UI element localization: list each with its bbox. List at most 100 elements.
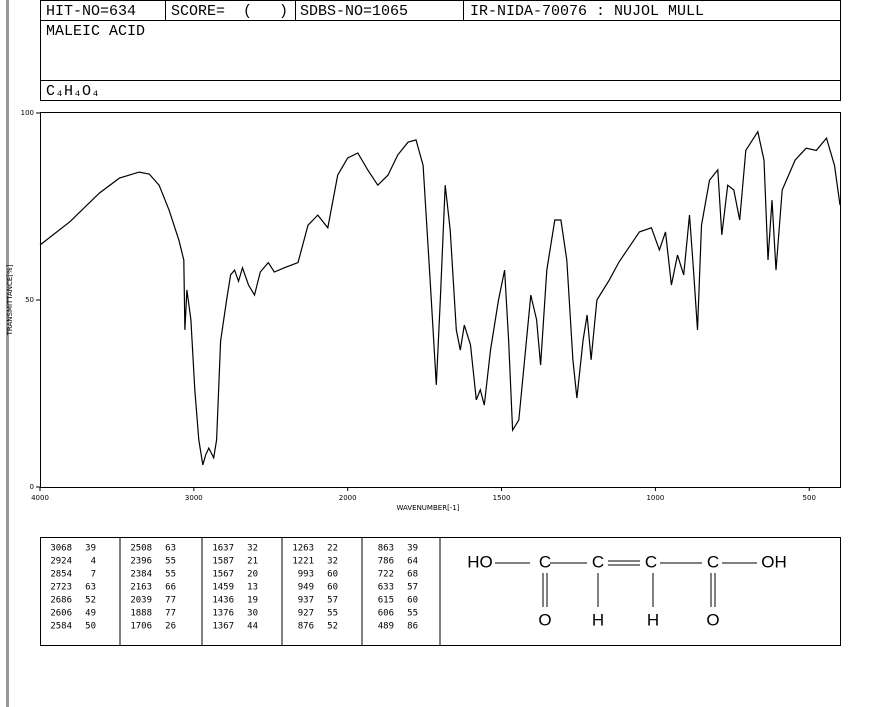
plot-frame — [40, 112, 841, 488]
peak-transmittance: 44 — [247, 622, 258, 632]
peak-wavenumber: 1376 — [212, 609, 234, 619]
atom-label: O — [706, 610, 719, 629]
spectrum-line — [39, 130, 841, 466]
peak-wavenumber: 993 — [298, 570, 314, 580]
hit-no: HIT-NO=634 — [46, 3, 136, 20]
y-tick-label: 50 — [25, 296, 34, 304]
y-tick-label: 0 — [30, 483, 34, 491]
peak-transmittance: 39 — [85, 544, 96, 554]
peak-transmittance: 57 — [407, 583, 418, 593]
peak-transmittance: 52 — [327, 622, 338, 632]
peak-wavenumber: 1706 — [130, 622, 152, 632]
peak-transmittance: 66 — [165, 583, 176, 593]
method: IR-NIDA-70076 : NUJOL MULL — [470, 3, 704, 20]
peak-transmittance: 4 — [91, 557, 96, 567]
peak-transmittance: 26 — [165, 622, 176, 632]
peak-wavenumber: 2039 — [130, 596, 152, 606]
atom-label: H — [592, 610, 604, 629]
structure — [495, 560, 757, 607]
peak-wavenumber: 2508 — [130, 544, 152, 554]
peak-wavenumber: 615 — [378, 596, 394, 606]
peak-transmittance: 22 — [327, 544, 338, 554]
score: SCORE= ( ) — [171, 3, 288, 20]
peak-transmittance: 55 — [327, 609, 338, 619]
peak-wavenumber: 2384 — [130, 570, 152, 580]
peak-transmittance: 63 — [165, 544, 176, 554]
x-tick-label: 1500 — [493, 494, 511, 502]
peak-wavenumber: 2854 — [50, 570, 72, 580]
x-tick-label: 3000 — [185, 494, 203, 502]
peak-transmittance: 13 — [247, 583, 258, 593]
peak-transmittance: 20 — [247, 570, 258, 580]
header: HIT-NO=634 SCORE= ( ) SDBS-NO=1065 IR-NI… — [40, 0, 841, 101]
peak-transmittance: 63 — [85, 583, 96, 593]
formula: C₄H₄O₄ — [46, 83, 100, 100]
peak-wavenumber: 2686 — [50, 596, 72, 606]
compound-name: MALEIC ACID — [46, 23, 145, 40]
peak-transmittance: 86 — [407, 622, 418, 632]
peak-transmittance: 60 — [407, 596, 418, 606]
peak-transmittance: 55 — [407, 609, 418, 619]
peak-wavenumber: 937 — [298, 596, 314, 606]
peak-transmittance: 21 — [247, 557, 258, 567]
peak-wavenumber: 606 — [378, 609, 394, 619]
peak-wavenumber: 633 — [378, 583, 394, 593]
peak-transmittance: 60 — [327, 583, 338, 593]
x-tick-label: 2000 — [339, 494, 357, 502]
peak-transmittance: 57 — [327, 596, 338, 606]
peak-transmittance: 19 — [247, 596, 258, 606]
peak-wavenumber: 1637 — [212, 544, 234, 554]
window-border — [6, 0, 9, 707]
peak-wavenumber: 2396 — [130, 557, 152, 567]
peak-transmittance: 60 — [327, 570, 338, 580]
peak-wavenumber: 863 — [378, 544, 394, 554]
peak-wavenumber: 2606 — [50, 609, 72, 619]
x-tick-label: 4000 — [31, 494, 49, 502]
atom-label: C — [707, 552, 719, 571]
sdbs-no: SDBS-NO=1065 — [300, 3, 408, 20]
peak-wavenumber: 2163 — [130, 583, 152, 593]
atom-label: OH — [761, 552, 787, 571]
peak-wavenumber: 2723 — [50, 583, 72, 593]
peak-transmittance: 52 — [85, 596, 96, 606]
peak-wavenumber: 3068 — [50, 544, 72, 554]
peak-wavenumber: 1436 — [212, 596, 234, 606]
peak-wavenumber: 1221 — [292, 557, 314, 567]
peak-wavenumber: 1263 — [292, 544, 314, 554]
peak-transmittance: 32 — [327, 557, 338, 567]
y-tick-label: 100 — [21, 109, 34, 117]
peak-transmittance: 32 — [247, 544, 258, 554]
peak-transmittance: 55 — [165, 570, 176, 580]
peak-transmittance: 55 — [165, 557, 176, 567]
peak-wavenumber: 786 — [378, 557, 394, 567]
atom-label: O — [538, 610, 551, 629]
peak-wavenumber: 927 — [298, 609, 314, 619]
peak-transmittance: 39 — [407, 544, 418, 554]
atom-label: H — [647, 610, 659, 629]
header-box — [40, 0, 841, 101]
peak-wavenumber: 2924 — [50, 557, 72, 567]
atom-label: C — [592, 552, 604, 571]
peak-transmittance: 49 — [85, 609, 96, 619]
peak-transmittance: 68 — [407, 570, 418, 580]
x-axis-title: WAVENUMBER[-1] — [396, 504, 459, 512]
peak-transmittance: 30 — [247, 609, 258, 619]
peak-wavenumber: 876 — [298, 622, 314, 632]
peak-wavenumber: 1459 — [212, 583, 234, 593]
peak-wavenumber: 949 — [298, 583, 314, 593]
peak-transmittance: 7 — [91, 570, 96, 580]
peak-transmittance: 50 — [85, 622, 96, 632]
peak-wavenumber: 1587 — [212, 557, 234, 567]
atom-label: C — [539, 552, 551, 571]
peak-wavenumber: 2584 — [50, 622, 72, 632]
x-tick-label: 1000 — [646, 494, 664, 502]
y-axis-title: TRANSMITTANCE[%] — [6, 264, 14, 336]
peak-transmittance: 77 — [165, 609, 176, 619]
x-tick-label: 500 — [803, 494, 816, 502]
peak-wavenumber: 489 — [378, 622, 394, 632]
atom-label: C — [645, 552, 657, 571]
atom-label: HO — [467, 552, 493, 571]
peak-wavenumber: 1888 — [130, 609, 152, 619]
